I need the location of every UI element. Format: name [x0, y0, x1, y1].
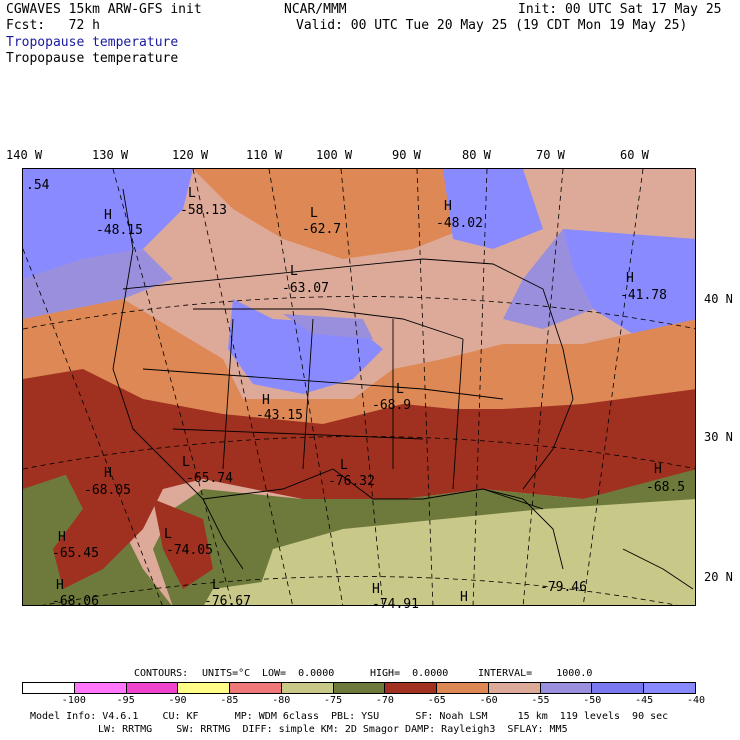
center-marker: H — [262, 393, 270, 408]
center-marker: L — [212, 578, 220, 593]
center-marker: L — [188, 186, 196, 201]
org-label: NCAR/MMM — [284, 2, 347, 17]
forecast-hour: Fcst: 72 h — [6, 18, 100, 33]
center-value: -79.46 — [540, 580, 587, 595]
center-marker: H — [372, 582, 380, 597]
color-scale-tick: -100 — [61, 695, 86, 706]
center-value: -62.7 — [302, 222, 342, 237]
units-label: UNITS=°C — [202, 668, 251, 679]
color-scale-segment — [385, 683, 438, 693]
field-title-blue: Tropopause temperature — [6, 35, 179, 50]
lat-label: 40 N — [704, 292, 733, 306]
color-scale-tick: -90 — [168, 695, 187, 706]
color-scale-tick: -60 — [479, 695, 498, 706]
center-value: -63.07 — [282, 281, 329, 296]
color-scale-segment — [74, 683, 127, 693]
center-marker: L — [310, 206, 318, 221]
lon-label: 130 W — [92, 148, 129, 162]
color-scale-bar — [22, 682, 696, 694]
color-scale-tick: -95 — [116, 695, 135, 706]
map-graphic — [23, 169, 695, 605]
color-scale-tick: -40 — [686, 695, 706, 706]
center-value: -76.67 — [204, 594, 251, 609]
color-scale-segment — [281, 683, 334, 693]
center-marker: H — [104, 208, 112, 223]
interval-label: INTERVAL= 1000.0 — [478, 668, 593, 679]
center-marker: L — [290, 264, 298, 279]
lat-label: 30 N — [704, 430, 733, 444]
color-scale-segment — [126, 683, 179, 693]
color-scale-segment — [644, 683, 695, 693]
center-marker: H — [444, 199, 452, 214]
lat-label: 20 N — [704, 570, 733, 584]
color-scale-segment — [230, 683, 282, 693]
center-value: -68.06 — [52, 594, 99, 609]
lon-label: 110 W — [246, 148, 283, 162]
center-value: -41.78 — [620, 288, 667, 303]
center-marker: H — [460, 590, 468, 605]
tropopause-temperature-map — [22, 168, 696, 606]
color-scale-tick: -85 — [220, 695, 239, 706]
color-scale-segment — [23, 683, 75, 693]
model-title: CGWAVES 15km ARW-GFS init — [6, 2, 202, 17]
init-time: Init: 00 UTC Sat 17 May 25 — [518, 2, 722, 17]
lon-label: 80 W — [462, 148, 491, 162]
physics-info-line: LW: RRTMG SW: RRTMG DIFF: simple KM: 2D … — [98, 724, 568, 735]
model-info-line: Model Info: V4.6.1 CU: KF MP: WDM 6class… — [30, 711, 669, 722]
center-value: -58.13 — [180, 203, 227, 218]
center-marker: L — [396, 382, 404, 397]
color-scale-segment — [592, 683, 645, 693]
center-marker: H — [56, 578, 64, 593]
low-label: LOW= 0.0000 — [262, 668, 335, 679]
valid-time: Valid: 00 UTC Tue 20 May 25 (19 CDT Mon … — [296, 18, 688, 33]
center-value: -43.15 — [256, 408, 303, 423]
center-marker: H — [654, 462, 662, 477]
center-value: -48.15 — [96, 223, 143, 238]
color-scale-segment — [178, 683, 231, 693]
center-value: -68.05 — [84, 483, 131, 498]
center-marker: L — [340, 458, 348, 473]
color-scale-tick: -65 — [427, 695, 446, 706]
center-value: -48.02 — [436, 216, 483, 231]
lon-label: 120 W — [172, 148, 209, 162]
lon-label: 60 W — [620, 148, 649, 162]
color-scale-segment — [437, 683, 489, 693]
color-scale-tick: -50 — [583, 695, 602, 706]
center-marker: H — [626, 271, 634, 286]
center-value: -74.05 — [166, 543, 213, 558]
color-scale-segment — [333, 683, 386, 693]
color-scale-tick: -55 — [531, 695, 550, 706]
center-marker: L — [182, 455, 190, 470]
center-value: -74.91 — [372, 597, 419, 612]
field-title: Tropopause temperature — [6, 51, 179, 66]
lon-label: 90 W — [392, 148, 421, 162]
lon-label: 70 W — [536, 148, 565, 162]
center-marker: L — [164, 527, 172, 542]
color-scale-tick: -45 — [635, 695, 654, 706]
lon-label: 140 W — [6, 148, 43, 162]
center-value: -76.32 — [328, 474, 375, 489]
corner-value: .54 — [26, 178, 50, 193]
color-scale-tick: -80 — [272, 695, 291, 706]
color-scale-tick: -70 — [375, 695, 394, 706]
center-value: -65.74 — [186, 471, 233, 486]
color-scale-tick: -75 — [324, 695, 343, 706]
color-scale-segment — [540, 683, 593, 693]
center-marker: H — [58, 530, 66, 545]
lon-label: 100 W — [316, 148, 353, 162]
center-value: -68.9 — [372, 398, 412, 413]
color-scale-segment — [488, 683, 541, 693]
high-label: HIGH= 0.0000 — [370, 668, 449, 679]
contours-label: CONTOURS: — [134, 668, 189, 679]
center-value: -68.5 — [646, 480, 686, 495]
center-value: -65.45 — [52, 546, 99, 561]
center-marker: H — [104, 466, 112, 481]
